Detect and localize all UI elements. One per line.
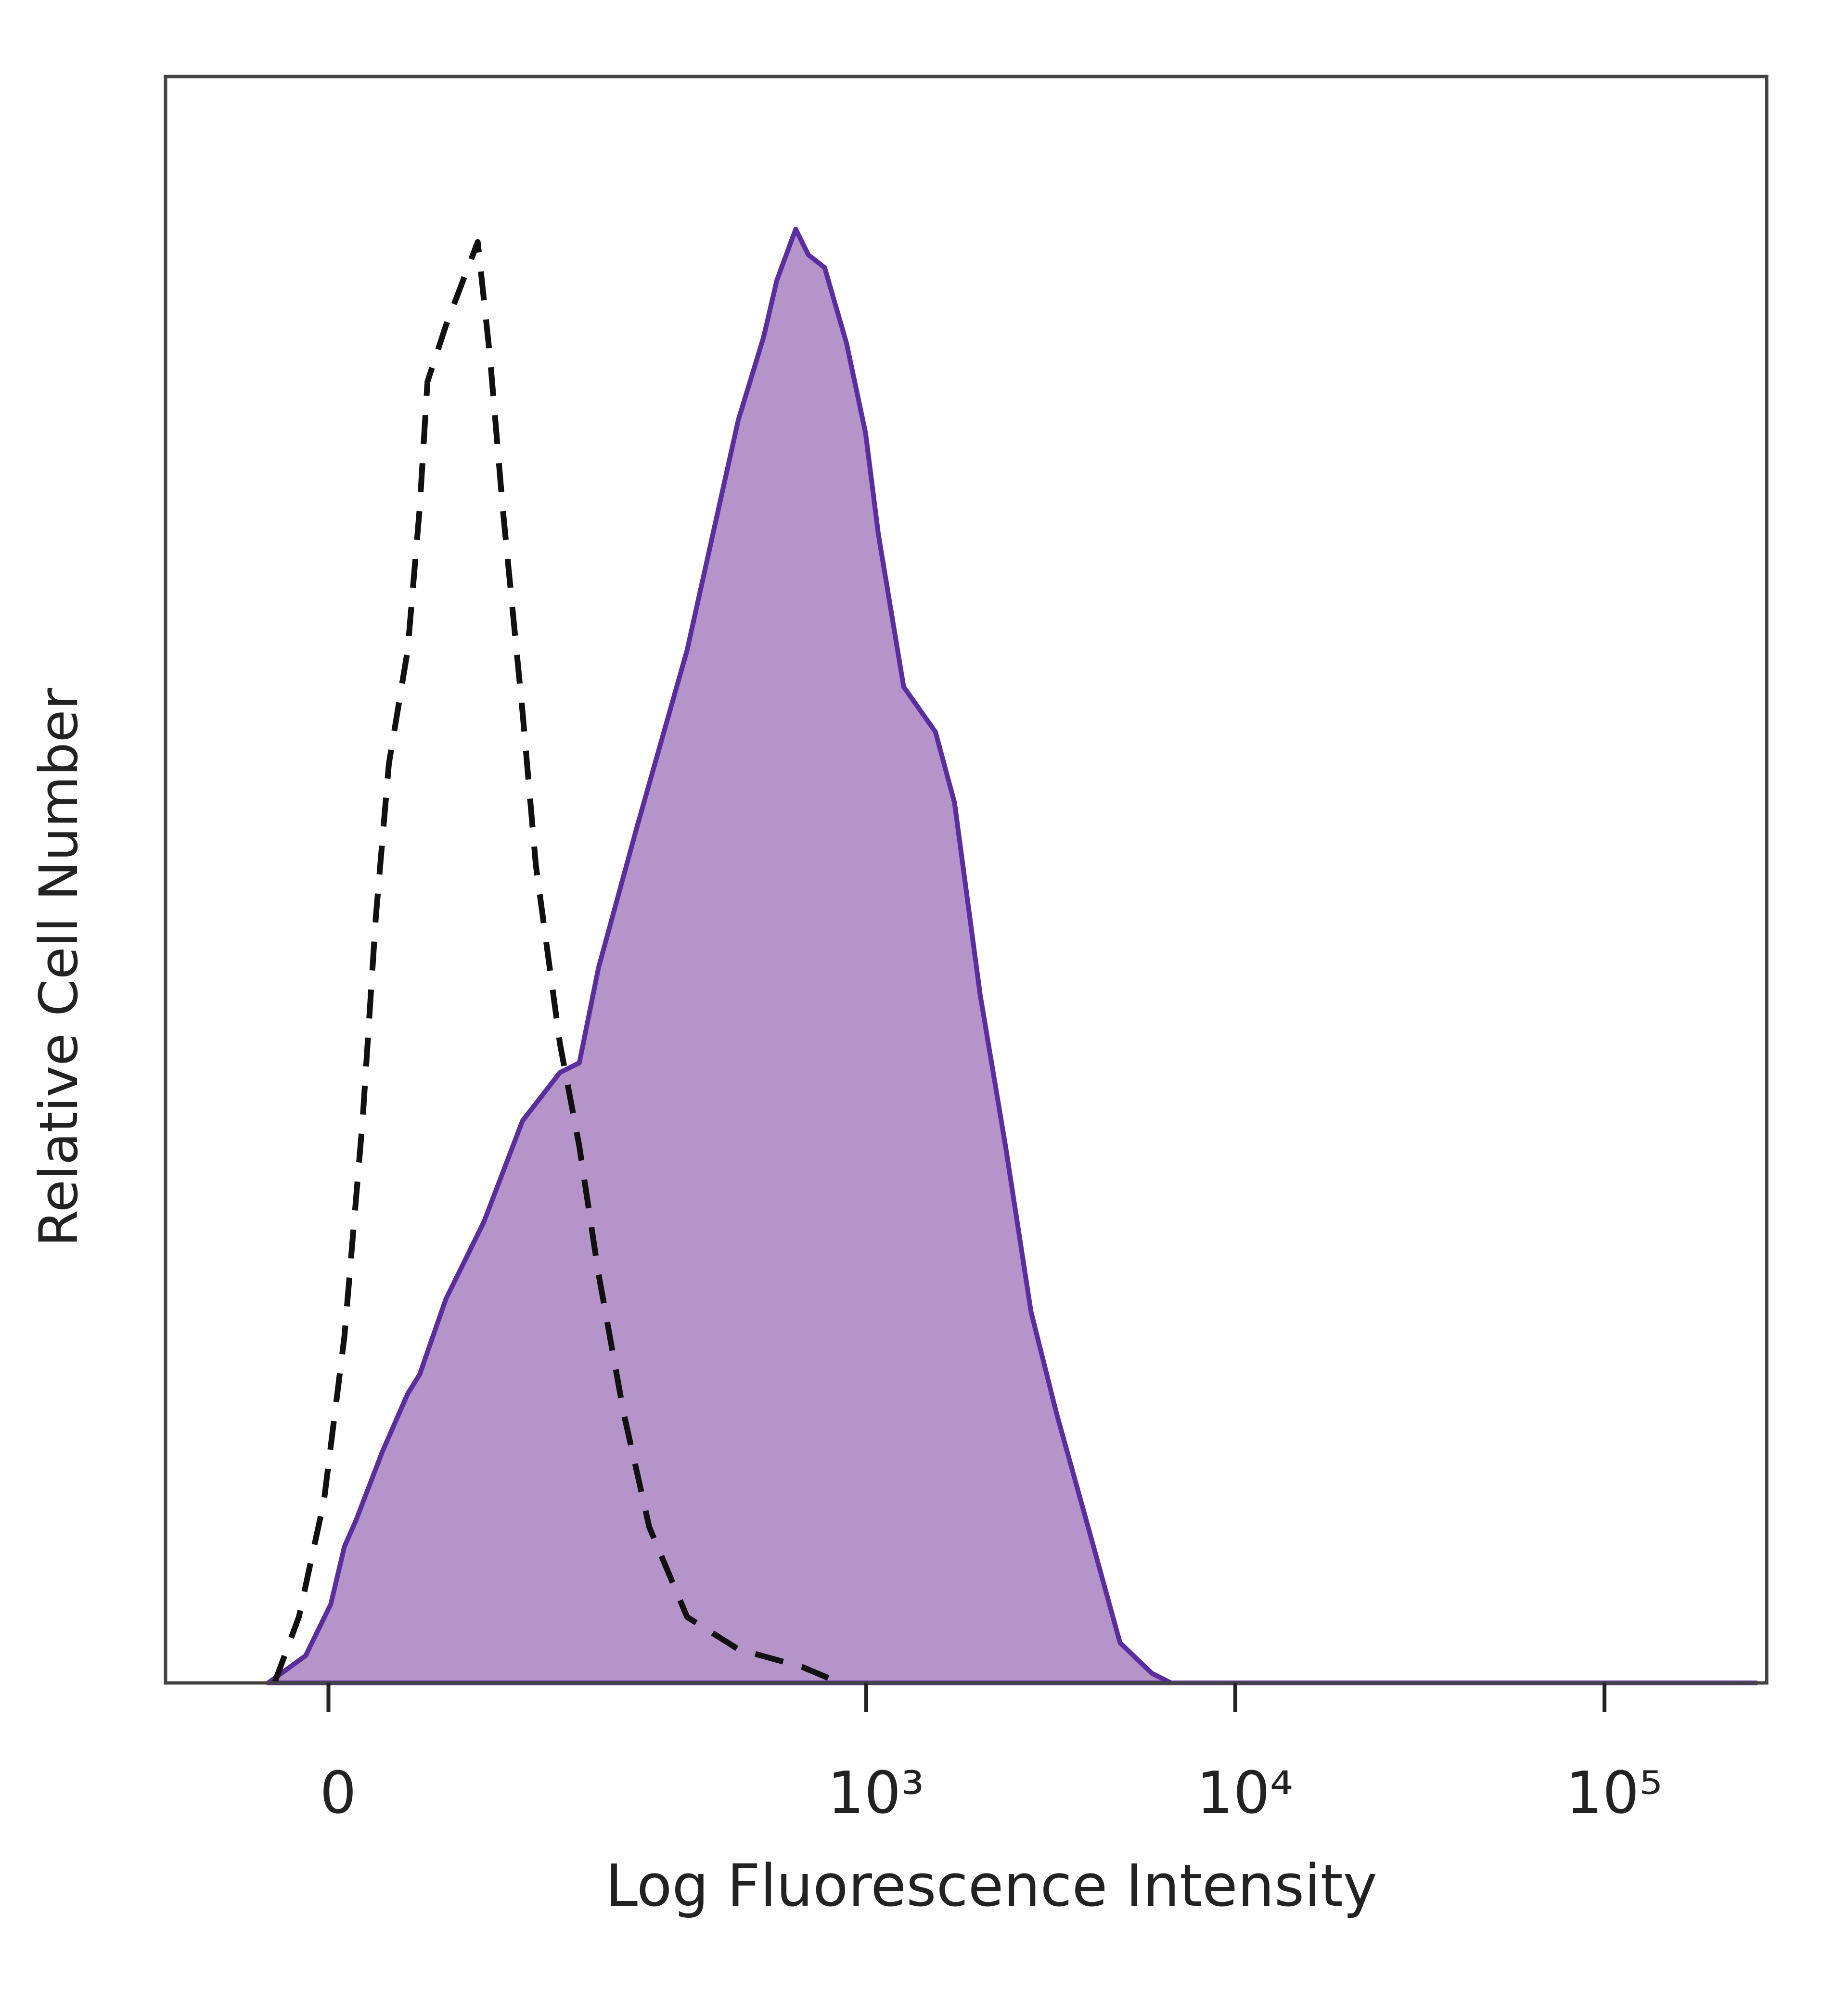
x-axis-label: Log Fluorescence Intensity xyxy=(605,1853,1377,1920)
plot-frame xyxy=(164,75,1769,1685)
x-tick-label: 10⁵ xyxy=(1566,1760,1663,1827)
dashed-line xyxy=(271,239,841,1686)
y-axis-label: Relative Cell Number xyxy=(28,688,90,1247)
x-tick-label: 10³ xyxy=(828,1760,924,1827)
x-tick-label: 10⁴ xyxy=(1196,1760,1293,1827)
x-tick-label: 0 xyxy=(320,1760,356,1827)
filled-area xyxy=(266,227,1759,1685)
